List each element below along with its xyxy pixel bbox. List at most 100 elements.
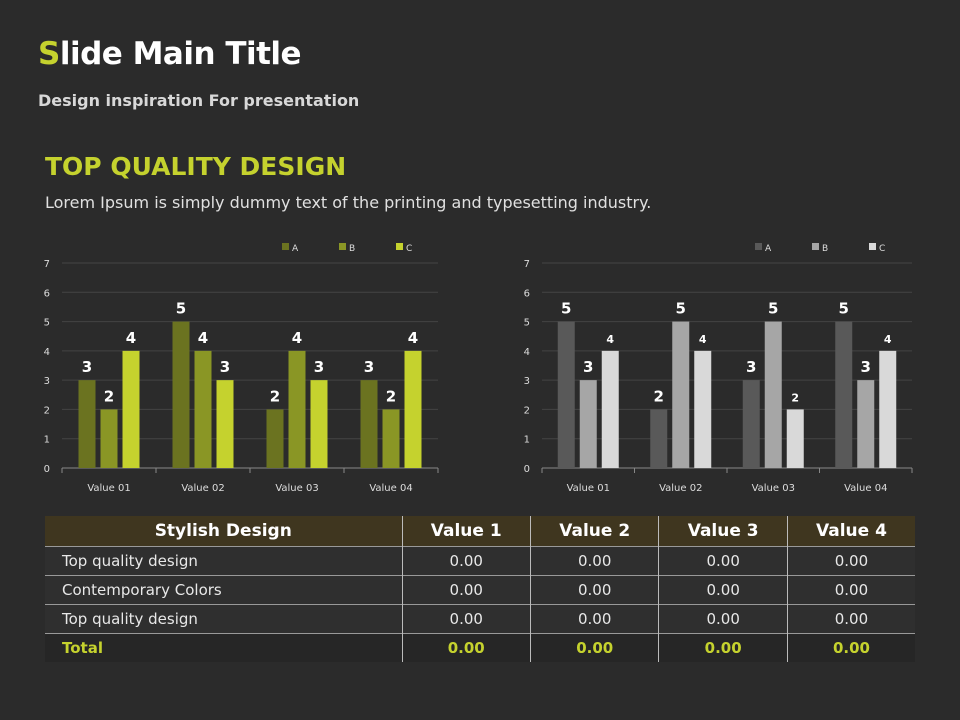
data-label: 3 [314, 358, 324, 376]
column-header: Stylish Design [45, 516, 402, 546]
column-header: Value 2 [529, 516, 659, 546]
y-tick-label: 0 [524, 464, 530, 475]
bar-c [879, 350, 897, 468]
table-cell: 0.00 [401, 545, 531, 575]
bar-a [266, 409, 284, 468]
y-tick-label: 3 [44, 376, 50, 387]
table-cell: 0.00 [529, 632, 659, 662]
data-label: 3 [220, 358, 230, 376]
bar-a [557, 321, 575, 468]
data-label: 2 [386, 387, 396, 405]
data-label: 4 [408, 329, 418, 347]
data-label: 3 [861, 358, 871, 376]
data-label: 4 [198, 329, 208, 347]
x-tick-label: Value 04 [369, 483, 412, 494]
table-cell: Contemporary Colors [45, 574, 402, 604]
x-tick-label: Value 01 [567, 483, 610, 494]
bar-b [857, 380, 875, 468]
table-row: Top quality design 0.00 0.00 0.00 0.00 [45, 545, 915, 575]
y-tick-label: 1 [44, 435, 50, 446]
y-tick-label: 5 [524, 318, 530, 329]
section-heading: TOP QUALITY DESIGN [45, 152, 347, 181]
data-label: 4 [699, 333, 707, 346]
bar-a [650, 409, 668, 468]
data-label: 3 [746, 358, 756, 376]
y-tick-label: 5 [44, 318, 50, 329]
data-label: 5 [176, 300, 186, 318]
bar-b [194, 350, 212, 468]
y-tick-label: 4 [524, 347, 530, 358]
section-lead: Lorem Ipsum is simply dummy text of the … [45, 193, 652, 212]
legend-label: B [349, 244, 355, 254]
legend-swatch [869, 243, 876, 250]
table-cell: 0.00 [658, 632, 788, 662]
table-row: Contemporary Colors 0.00 0.00 0.00 0.00 [45, 574, 915, 604]
column-header: Value 1 [401, 516, 531, 546]
legend-label: C [406, 244, 412, 254]
bar-a [742, 380, 760, 468]
data-label: 2 [270, 387, 280, 405]
data-label: 3 [364, 358, 374, 376]
legend-label: A [292, 244, 299, 254]
column-header: Value 3 [658, 516, 788, 546]
y-tick-label: 7 [524, 259, 530, 270]
slide-subtitle: Design inspiration For presentation [38, 91, 360, 110]
bar-c [404, 350, 422, 468]
data-label: 5 [676, 300, 686, 318]
bar-b [288, 350, 306, 468]
table-cell: Top quality design [45, 603, 402, 633]
bar-c [216, 380, 234, 468]
data-table: Stylish Design Value 1 Value 2 Value 3 Value… [45, 516, 915, 662]
data-label: 3 [583, 358, 593, 376]
table-cell: 0.00 [401, 603, 531, 633]
bar-b [764, 321, 782, 468]
y-tick-label: 6 [524, 288, 530, 299]
table-cell: Total [45, 632, 402, 662]
table-cell: 0.00 [401, 632, 531, 662]
data-label: 4 [884, 333, 892, 346]
y-tick-label: 3 [524, 376, 530, 387]
bar-c [310, 380, 328, 468]
table-cell: 0.00 [658, 574, 788, 604]
x-tick-label: Value 02 [659, 483, 702, 494]
y-tick-label: 2 [44, 405, 50, 416]
column-header: Value 4 [786, 516, 915, 546]
bar-c [122, 350, 140, 468]
legend-swatch [396, 243, 403, 250]
x-tick-label: Value 01 [87, 483, 130, 494]
table-cell: 0.00 [786, 545, 915, 575]
bar-b [382, 409, 400, 468]
y-tick-label: 2 [524, 405, 530, 416]
x-tick-label: Value 03 [752, 483, 795, 494]
y-tick-label: 7 [44, 259, 50, 270]
bar-c [694, 350, 712, 468]
bar-b [100, 409, 118, 468]
data-label: 5 [561, 300, 571, 318]
data-label: 5 [839, 300, 849, 318]
y-tick-label: 0 [44, 464, 50, 475]
y-tick-label: 4 [44, 347, 50, 358]
table-cell: 0.00 [529, 545, 659, 575]
bar-a [835, 321, 853, 468]
slide-title: Slide Main Title [38, 36, 302, 72]
x-tick-label: Value 02 [181, 483, 224, 494]
bar-a [172, 321, 190, 468]
y-tick-label: 6 [44, 288, 50, 299]
legend-swatch [755, 243, 762, 250]
x-tick-label: Value 03 [275, 483, 318, 494]
table-row: Top quality design 0.00 0.00 0.00 0.00 [45, 603, 915, 633]
y-tick-label: 1 [524, 435, 530, 446]
total-row: Total 0.00 0.00 0.00 0.00 [45, 632, 915, 662]
table-cell: Top quality design [45, 545, 402, 575]
legend-swatch [339, 243, 346, 250]
bar-b [579, 380, 597, 468]
legend-label: C [879, 244, 885, 254]
bar-c [786, 409, 804, 468]
data-label: 4 [292, 329, 302, 347]
data-label: 2 [654, 387, 664, 405]
bar-a [360, 380, 378, 468]
table-cell: 0.00 [786, 632, 915, 662]
legend-label: B [822, 244, 828, 254]
table-cell: 0.00 [401, 574, 531, 604]
